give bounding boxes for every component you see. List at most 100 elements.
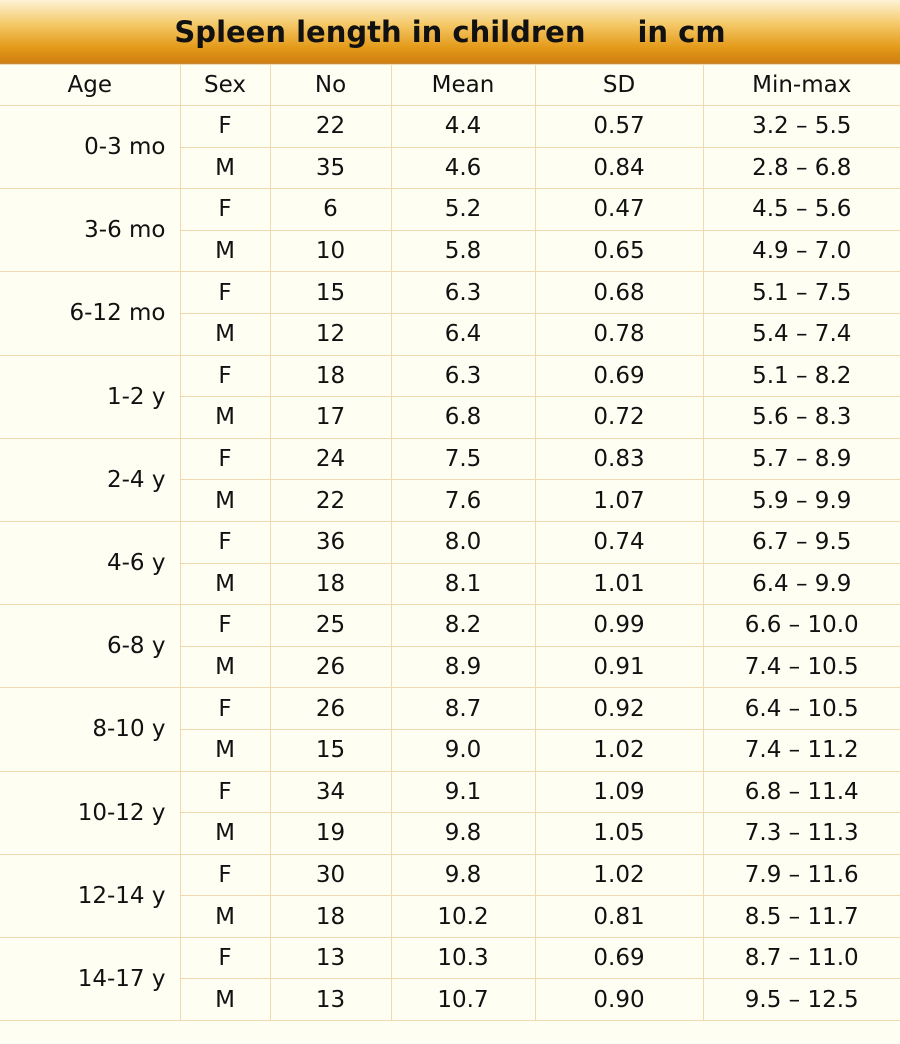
sex-cell: M bbox=[180, 812, 271, 855]
mean-cell: 9.0 bbox=[390, 728, 536, 772]
sex-cell: M bbox=[180, 562, 271, 606]
no-cell: 26 bbox=[269, 687, 392, 730]
min-max-cell: 6.6 – 10.0 bbox=[702, 604, 900, 647]
min-max-cell: 9.5 – 12.5 bbox=[702, 978, 900, 1022]
sex-cell: F bbox=[179, 188, 271, 231]
table-title: Spleen length in children in cm bbox=[0, 0, 900, 64]
no-cell: 30 bbox=[269, 853, 392, 897]
min-max-cell: 6.4 – 10.5 bbox=[702, 687, 900, 730]
sex-cell: M bbox=[180, 229, 271, 273]
sex-cell: M bbox=[180, 479, 271, 522]
sex-cell: M bbox=[180, 978, 271, 1022]
sd-cell: 0.69 bbox=[534, 354, 704, 398]
min-max-cell: 4.5 – 5.6 bbox=[702, 188, 900, 231]
sd-cell: 0.72 bbox=[534, 396, 704, 439]
mean-cell: 8.0 bbox=[390, 520, 536, 564]
sd-cell: 1.07 bbox=[534, 479, 704, 522]
title-main: Spleen length in children bbox=[174, 14, 586, 49]
no-cell: 18 bbox=[269, 562, 392, 606]
min-max-cell: 2.8 – 6.8 bbox=[702, 146, 900, 190]
table-body: 0-3 mo F 22 4.4 0.57 3.2 – 5.5 M 35 4.6 0.84 2.8 –… bbox=[0, 104, 900, 1022]
header-sd: SD bbox=[534, 64, 704, 106]
no-cell: 18 bbox=[269, 895, 392, 938]
header-mean: Mean bbox=[390, 64, 536, 106]
mean-cell: 8.7 bbox=[390, 687, 536, 730]
mean-cell: 6.8 bbox=[390, 396, 536, 439]
header-no: No bbox=[269, 64, 392, 106]
table-row: 4-6 y F 36 8.0 0.74 6.7 – 9.5 bbox=[0, 520, 900, 606]
table-row: M 18 8.1 1.01 6.4 – 9.9 bbox=[0, 562, 900, 606]
title-unit: in cm bbox=[637, 14, 726, 49]
mean-cell: 4.6 bbox=[390, 146, 536, 190]
no-cell: 13 bbox=[269, 936, 392, 980]
table-row: M 18 10.2 0.81 8.5 – 11.7 bbox=[0, 895, 900, 938]
mean-cell: 7.5 bbox=[390, 437, 536, 481]
mean-cell: 6.3 bbox=[390, 354, 536, 398]
sex-cell: F bbox=[179, 437, 271, 481]
sd-cell: 1.02 bbox=[534, 728, 704, 772]
table-row: M 15 9.0 1.02 7.4 – 11.2 bbox=[0, 728, 900, 772]
sd-cell: 0.91 bbox=[534, 645, 704, 689]
mean-cell: 10.7 bbox=[390, 978, 536, 1022]
table-row: M 22 7.6 1.07 5.9 – 9.9 bbox=[0, 479, 900, 522]
no-cell: 26 bbox=[269, 645, 392, 689]
header-age: Age bbox=[0, 64, 181, 106]
age-cell: 3-6 mo bbox=[0, 188, 181, 273]
mean-cell: 6.4 bbox=[390, 312, 536, 356]
no-cell: 35 bbox=[269, 146, 392, 190]
sex-cell: M bbox=[180, 645, 271, 689]
mean-cell: 4.4 bbox=[390, 105, 536, 148]
no-cell: 22 bbox=[269, 105, 392, 148]
table-row: 6-12 mo F 15 6.3 0.68 5.1 – 7.5 bbox=[0, 271, 900, 356]
table-row: 10-12 y F 34 9.1 1.09 6.8 – 11.4 bbox=[0, 770, 900, 855]
table-row: M 10 5.8 0.65 4.9 – 7.0 bbox=[0, 229, 900, 273]
sex-cell: M bbox=[180, 396, 271, 439]
no-cell: 34 bbox=[269, 770, 392, 814]
no-cell: 15 bbox=[269, 271, 392, 314]
mean-cell: 7.6 bbox=[390, 479, 536, 522]
no-cell: 18 bbox=[269, 354, 392, 398]
no-cell: 17 bbox=[269, 396, 392, 439]
no-cell: 24 bbox=[269, 437, 392, 481]
table-row: M 13 10.7 0.90 9.5 – 12.5 bbox=[0, 978, 900, 1022]
sex-cell: F bbox=[179, 687, 271, 730]
sd-cell: 0.78 bbox=[534, 312, 704, 356]
sex-cell: M bbox=[180, 146, 271, 190]
sex-cell: F bbox=[179, 936, 271, 980]
sex-cell: F bbox=[179, 853, 271, 897]
min-max-cell: 7.4 – 11.2 bbox=[702, 728, 900, 772]
sd-cell: 0.81 bbox=[534, 895, 704, 938]
spleen-length-table: Age Sex No Mean SD Min-max 0-3 mo F 22 4.4 0… bbox=[0, 64, 900, 1022]
table-row: 6-8 y F 25 8.2 0.99 6.6 – 10.0 bbox=[0, 604, 900, 689]
min-max-cell: 7.3 – 11.3 bbox=[702, 812, 900, 855]
no-cell: 25 bbox=[269, 604, 392, 647]
min-max-cell: 7.9 – 11.6 bbox=[702, 853, 900, 897]
sd-cell: 0.57 bbox=[534, 105, 704, 148]
min-max-cell: 5.9 – 9.9 bbox=[702, 479, 900, 522]
sex-cell: F bbox=[179, 604, 271, 647]
no-cell: 15 bbox=[269, 728, 392, 772]
table-row: 1-2 y F 18 6.3 0.69 5.1 – 8.2 bbox=[0, 354, 900, 439]
mean-cell: 9.8 bbox=[390, 853, 536, 897]
mean-cell: 5.2 bbox=[390, 188, 536, 231]
sd-cell: 1.02 bbox=[534, 853, 704, 897]
no-cell: 19 bbox=[269, 812, 392, 855]
sd-cell: 0.74 bbox=[534, 520, 704, 564]
sd-cell: 0.83 bbox=[534, 437, 704, 481]
sex-cell: F bbox=[179, 770, 271, 814]
sd-cell: 0.68 bbox=[534, 271, 704, 314]
table-row: 12-14 y F 30 9.8 1.02 7.9 – 11.6 bbox=[0, 853, 900, 938]
age-cell: 8-10 y bbox=[0, 687, 181, 772]
sd-cell: 1.05 bbox=[534, 812, 704, 855]
sd-cell: 0.99 bbox=[534, 604, 704, 647]
mean-cell: 10.3 bbox=[390, 936, 536, 980]
sd-cell: 1.01 bbox=[534, 562, 704, 606]
sd-cell: 0.47 bbox=[534, 188, 704, 231]
min-max-cell: 6.8 – 11.4 bbox=[702, 770, 900, 814]
min-max-cell: 5.6 – 8.3 bbox=[702, 396, 900, 439]
sex-cell: F bbox=[179, 354, 271, 398]
min-max-cell: 5.1 – 7.5 bbox=[702, 271, 900, 314]
min-max-cell: 8.5 – 11.7 bbox=[702, 895, 900, 938]
table-row: 8-10 y F 26 8.7 0.92 6.4 – 10.5 bbox=[0, 687, 900, 772]
mean-cell: 9.8 bbox=[390, 812, 536, 855]
